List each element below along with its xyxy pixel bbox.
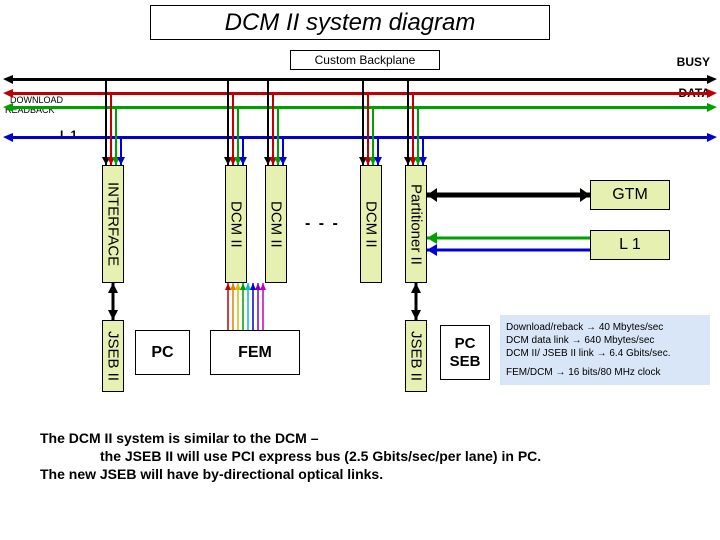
pc-text: PC [151, 344, 173, 362]
title-box: DCM II system diagram [150, 5, 550, 40]
title-text: DCM II system diagram [225, 9, 476, 37]
pcseb-text: PC SEB [450, 335, 481, 371]
jseb-right-label: JSEB II [408, 331, 425, 381]
jseb-right-module: JSEB II [405, 320, 427, 392]
jseb-left-module: JSEB II [102, 320, 124, 392]
throughput-note: Download/reback → 40 Mbytes/sec DCM data… [500, 315, 710, 385]
gtm-text: GTM [612, 186, 648, 204]
footer-line-3: The new JSEB will have by-directional op… [40, 466, 383, 482]
busy-label: BUSY [677, 55, 710, 69]
download-readback-label: DOWNLOAD READBACK [5, 86, 63, 116]
note-line-5: FEM/DCM → 16 bits/80 MHz clock [506, 366, 704, 379]
interface-module: INTERFACE [102, 165, 124, 283]
dcm-module-1: DCM II [225, 165, 247, 283]
footer-line-2: the JSEB II will use PCI express bus (2.… [100, 448, 541, 464]
dcm3-label: DCM II [363, 201, 380, 248]
l1-right-text: L 1 [619, 236, 641, 254]
pcseb-box: PC SEB [440, 325, 490, 380]
interface-label: INTERFACE [105, 182, 122, 266]
dcm-module-3: DCM II [360, 165, 382, 283]
partitioner-label: Partitioner II [408, 184, 425, 265]
dcm1-label: DCM II [228, 201, 245, 248]
custom-backplane-text: Custom Backplane [315, 53, 416, 67]
fem-box: FEM [210, 330, 300, 375]
dcm2-label: DCM II [268, 201, 285, 248]
footer-line-1: The DCM II system is similar to the DCM … [40, 430, 319, 446]
note-line-2: DCM data link → 640 Mbytes/sec [506, 334, 704, 347]
jseb-left-label: JSEB II [105, 331, 122, 381]
busy-line [10, 78, 710, 81]
note-line-1: Download/reback → 40 Mbytes/sec [506, 321, 704, 334]
gtm-box: GTM [590, 180, 670, 210]
l1-left-label: L 1 [60, 128, 77, 142]
data-line [10, 92, 710, 95]
dl-line [10, 106, 710, 109]
note-line-3: DCM II/ JSEB II link → 6.4 Gbits/sec. [506, 347, 704, 360]
l1-line [10, 136, 710, 139]
fem-text: FEM [238, 344, 272, 362]
pc-box: PC [135, 330, 190, 375]
dcm-module-2: DCM II [265, 165, 287, 283]
ellipsis: - - - [305, 215, 340, 233]
l1-right-box: L 1 [590, 230, 670, 260]
custom-backplane-box: Custom Backplane [290, 50, 440, 70]
partitioner-module: Partitioner II [405, 165, 427, 283]
